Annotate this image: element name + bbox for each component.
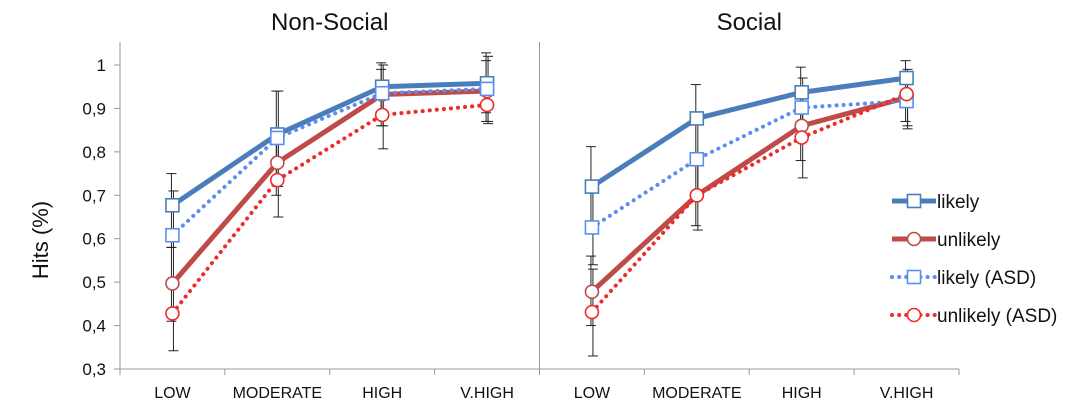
legend-item-likely-asd: likely (ASD): [890, 268, 1036, 289]
x-tick-label: MODERATE: [233, 385, 322, 402]
data-point-likely: [899, 70, 914, 86]
data-point-unlikely-asd: [374, 107, 390, 123]
data-point-likely: [584, 179, 600, 194]
x-tick-label: LOW: [154, 385, 191, 402]
y-tick-label: 0,3: [82, 360, 106, 379]
legend-label: unlikely: [937, 230, 1001, 251]
x-tick-label: MODERATE: [652, 385, 741, 402]
series-line-unlikely-asd: [170, 102, 490, 316]
panel-title-social: Social: [717, 9, 782, 36]
series-line-likely: [590, 75, 907, 189]
x-tick-label: V.HIGH: [880, 385, 934, 402]
legend-item-likely: likely: [892, 192, 980, 213]
data-point-unlikely-asd: [794, 130, 809, 145]
x-tick-label: LOW: [574, 385, 611, 402]
y-axis-label: Hits (%): [28, 201, 53, 279]
series-line-likely: [171, 80, 488, 208]
legend-marker: [906, 307, 922, 323]
legend-item-unlikely: unlikely: [892, 230, 1001, 251]
data-point-unlikely-asd: [479, 97, 495, 113]
series-line-likely-asd: [170, 86, 490, 238]
series-line-unlikely: [590, 95, 908, 294]
x-tick-label: V.HIGH: [460, 385, 514, 402]
markers-group: [165, 70, 914, 321]
panel-title-non-social: Non-Social: [271, 9, 388, 36]
y-tick-label: 0,8: [82, 143, 106, 162]
y-tick-label: 0,4: [82, 317, 106, 336]
data-point-unlikely-asd: [899, 86, 914, 102]
data-point-likely: [794, 85, 809, 100]
data-point-likely-asd: [270, 130, 285, 146]
data-point-likely: [165, 197, 180, 213]
legend-marker: [906, 231, 922, 247]
legend: likely unlikely likely (ASD) unlikely (ASD): [890, 192, 1057, 327]
series-line-likely-asd: [589, 99, 909, 230]
data-point-unlikely: [165, 276, 180, 291]
data-point-likely-asd: [479, 81, 495, 97]
y-tick-label: 0,5: [82, 273, 106, 292]
x-tick-label: HIGH: [362, 385, 402, 402]
legend-marker: [906, 269, 922, 285]
y-tick-label: 1: [97, 56, 106, 75]
x-tick-label: HIGH: [782, 385, 822, 402]
legend-label: unlikely (ASD): [937, 306, 1057, 327]
legend-item-unlikely-asd: unlikely (ASD): [890, 306, 1057, 327]
y-tick-label: 0,7: [82, 186, 106, 205]
data-point-likely-asd: [689, 151, 705, 167]
data-point-likely-asd: [374, 85, 390, 101]
data-point-likely-asd: [794, 100, 809, 115]
data-point-likely-asd: [584, 220, 600, 235]
axes-group: 0,3 0,4 0,5 0,6 0,7 0,8 0,9 1 Non-Social LOW MODER…: [82, 9, 960, 402]
series-line-unlikely-asd: [589, 92, 909, 315]
data-point-unlikely: [584, 284, 600, 299]
y-tick-label: 0,6: [82, 230, 106, 249]
data-point-likely: [689, 111, 705, 126]
data-point-unlikely: [270, 155, 285, 171]
y-tick-label: 0,9: [82, 99, 106, 118]
series-lines-group: [170, 75, 909, 316]
legend-label: likely (ASD): [937, 268, 1036, 289]
legend-label: likely: [937, 192, 980, 213]
data-point-unlikely-asd: [584, 304, 600, 320]
data-point-unlikely-asd: [270, 172, 285, 188]
series-line-unlikely: [170, 88, 488, 286]
data-point-unlikely-asd: [689, 187, 705, 203]
legend-marker: [906, 193, 922, 209]
data-point-likely-asd: [165, 227, 180, 243]
data-point-unlikely-asd: [165, 306, 180, 321]
